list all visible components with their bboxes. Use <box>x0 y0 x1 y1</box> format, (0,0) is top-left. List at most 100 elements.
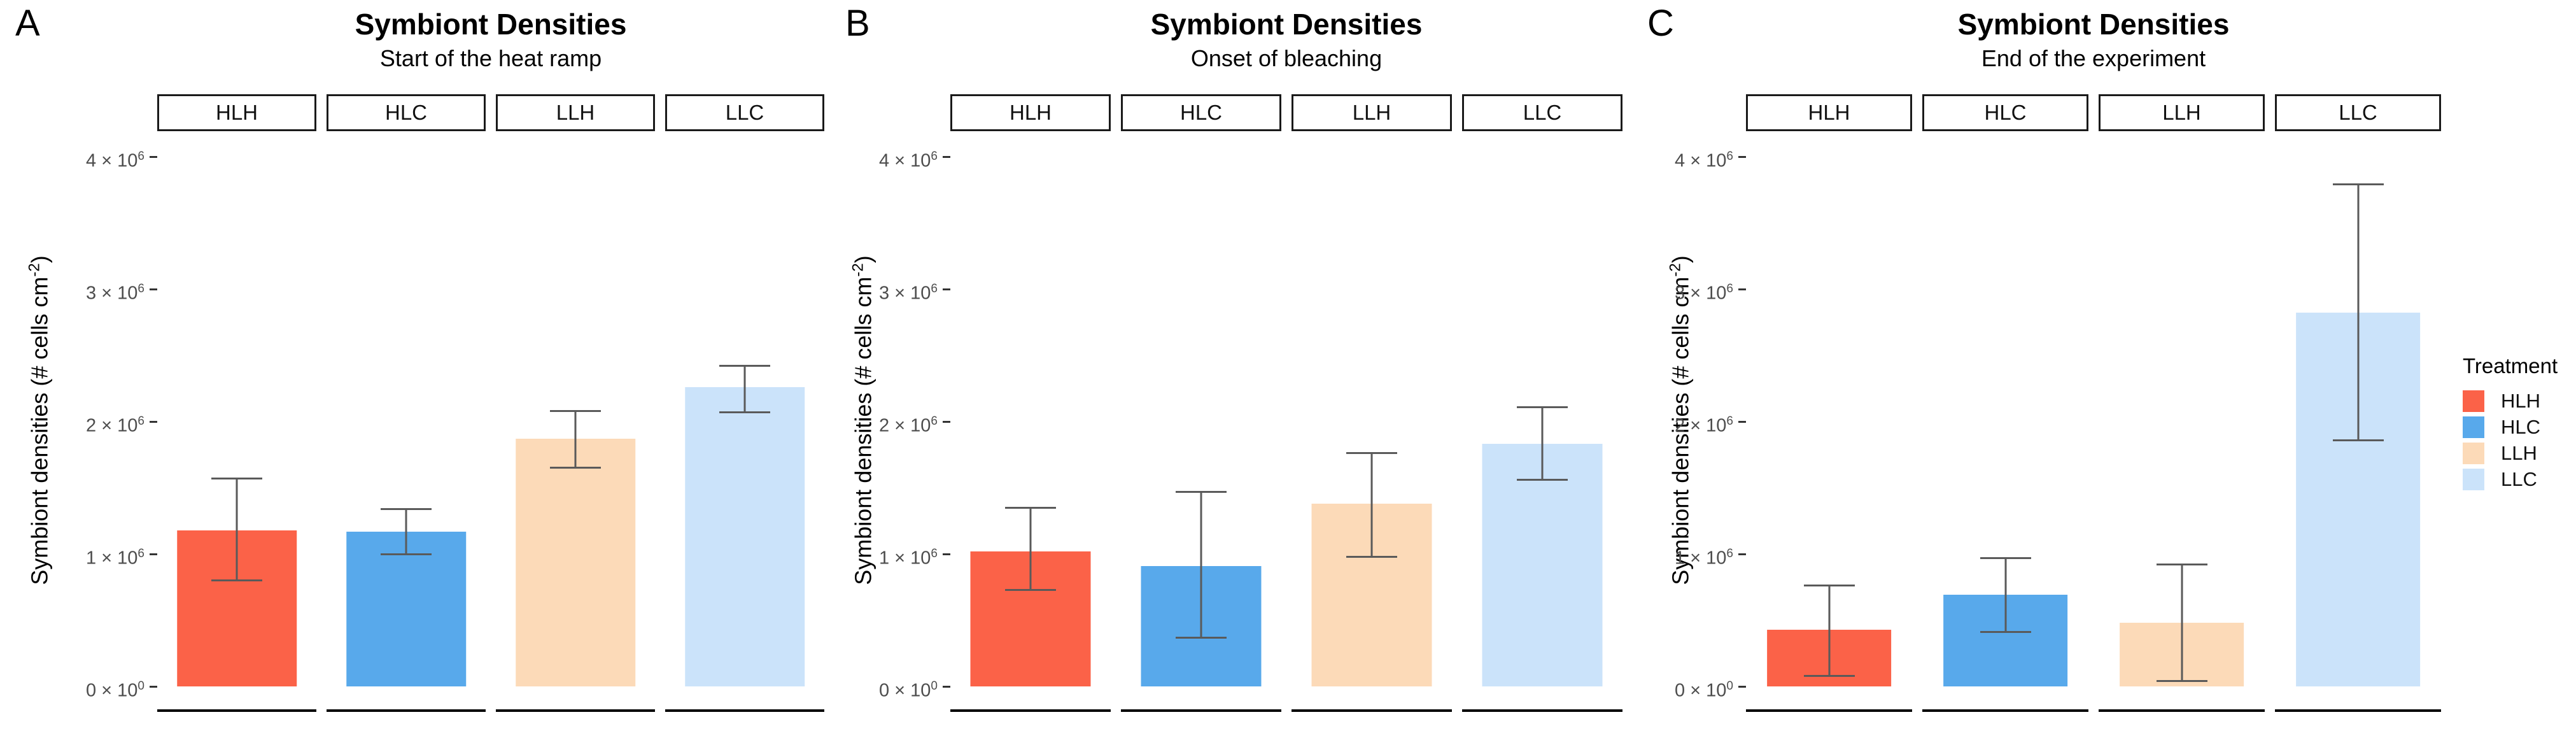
bar-llc <box>685 387 805 686</box>
plot-area <box>1462 131 1622 712</box>
error-bar-line <box>1370 453 1373 557</box>
plot-area <box>327 131 486 712</box>
y-tick-mark <box>1738 155 1746 158</box>
error-bar-cap-upper <box>2156 564 2207 566</box>
error-bar-cap-upper <box>1346 452 1397 455</box>
panel-c-header: Symbiont Densities End of the experiment <box>1746 8 2441 72</box>
legend-item-llc: LLC <box>2463 468 2540 491</box>
bar-llc <box>1482 444 1603 686</box>
y-tick-mark <box>150 155 157 158</box>
y-tick-label: 2 × 106 <box>878 415 938 436</box>
error-bar-line <box>574 411 577 468</box>
y-tick-label: 4 × 106 <box>85 150 144 171</box>
y-tick-mark <box>1738 420 1746 423</box>
y-tick-label: 2 × 106 <box>1674 415 1733 436</box>
plot-area <box>665 131 824 712</box>
facet-hlc: HLC <box>327 94 486 712</box>
error-bar-cap-upper <box>1980 557 2031 559</box>
panel-a-header: Symbiont Densities Start of the heat ram… <box>157 8 824 72</box>
facet-strip-label: HLC <box>327 94 486 131</box>
y-tick-mark <box>943 155 950 158</box>
y-tick-mark <box>943 288 950 290</box>
chart-subtitle: Start of the heat ramp <box>379 45 602 71</box>
y-tick-mark <box>1738 685 1746 688</box>
y-tick-mark <box>150 288 157 290</box>
legend-item-llh: LLH <box>2463 442 2540 465</box>
facet-strip-label: HLH <box>950 94 1111 131</box>
facet-strip-label: LLC <box>665 94 824 131</box>
error-bar-line <box>1541 407 1544 480</box>
error-bar-cap-lower <box>1176 636 1227 639</box>
panel-b-header: Symbiont Densities Onset of bleaching <box>950 8 1622 72</box>
y-tick-label: 0 × 100 <box>1674 679 1733 701</box>
legend-item-hlh: HLH <box>2463 390 2540 413</box>
legend-items: HLH HLC LLH LLC <box>2463 390 2540 494</box>
legend-swatch-hlc <box>2463 416 2484 438</box>
plot-area <box>950 131 1111 712</box>
y-tick-label: 2 × 106 <box>85 415 144 436</box>
error-bar-cap-lower <box>211 579 262 582</box>
facet-row: HLH HLC LLH LLC <box>1746 94 2441 712</box>
plot-area <box>1922 131 2088 712</box>
plot-area <box>496 131 655 712</box>
error-bar-cap-lower <box>1803 674 1855 677</box>
legend-label: HLC <box>2501 416 2541 438</box>
legend-item-hlc: HLC <box>2463 416 2540 439</box>
error-bar-cap-lower <box>2156 680 2207 683</box>
error-bar-cap-upper <box>1517 406 1568 408</box>
error-bar-cap-lower <box>550 467 601 469</box>
x-axis-line <box>665 709 824 712</box>
plot-area <box>1292 131 1452 712</box>
facet-strip-label: HLH <box>1746 94 1912 131</box>
y-tick-label: 3 × 106 <box>1674 282 1733 304</box>
y-tick-label: 0 × 100 <box>878 679 938 701</box>
y-tick-mark <box>943 685 950 688</box>
error-bar-cap-upper <box>381 507 432 510</box>
error-bar-line <box>743 365 746 413</box>
error-bar-cap-upper <box>550 409 601 412</box>
error-bar-line <box>2357 184 2359 441</box>
panel-a: A Symbiont Densities Start of the heat r… <box>0 0 834 752</box>
y-tick-label: 1 × 106 <box>85 547 144 569</box>
chart-title: Symbiont Densities <box>1957 8 2230 41</box>
error-bar-line <box>1828 585 1830 676</box>
error-bar-line <box>2004 558 2006 632</box>
panel-letter-c: C <box>1647 3 1674 44</box>
plot-area <box>1121 131 1281 712</box>
error-bar-line <box>1029 507 1032 590</box>
error-bar-cap-lower <box>1517 479 1568 481</box>
panel-letter-a: A <box>15 3 40 44</box>
x-axis-line <box>1462 709 1622 712</box>
error-bar-cap-lower <box>2332 439 2384 441</box>
error-bar-cap-upper <box>719 365 770 367</box>
facet-hlh: HLH <box>1746 94 1912 712</box>
error-bar-line <box>236 478 238 581</box>
legend-label: LLH <box>2501 442 2537 464</box>
panel-b: B Symbiont Densities Onset of bleaching … <box>834 0 1636 752</box>
facet-hlh: HLH <box>157 94 316 712</box>
facet-llc: LLC <box>1462 94 1622 712</box>
facet-hlc: HLC <box>1121 94 1281 712</box>
legend-label: LLC <box>2501 468 2537 490</box>
plot-area <box>157 131 316 712</box>
y-tick-label: 0 × 100 <box>85 679 144 701</box>
x-axis-line <box>157 709 316 712</box>
x-axis-line <box>1292 709 1452 712</box>
legend-swatch-llh <box>2463 443 2484 464</box>
legend-title: Treatment <box>2463 354 2558 378</box>
x-axis-line <box>1922 709 2088 712</box>
facet-strip-label: LLC <box>2275 94 2441 131</box>
plot-area <box>1746 131 1912 712</box>
error-bar-cap-upper <box>1176 490 1227 493</box>
y-tick-mark <box>1738 288 1746 290</box>
facet-strip-label: LLH <box>1292 94 1452 131</box>
y-tick-mark <box>150 685 157 688</box>
y-tick-label: 3 × 106 <box>878 282 938 304</box>
facet-llc: LLC <box>2275 94 2441 712</box>
chart-subtitle: Onset of bleaching <box>1190 45 1383 71</box>
treatment-legend: Treatment HLH HLC LLH LLC <box>2454 0 2576 752</box>
error-bar-line <box>405 509 407 554</box>
facet-strip-label: HLH <box>157 94 316 131</box>
y-tick-label: 1 × 106 <box>1674 547 1733 569</box>
